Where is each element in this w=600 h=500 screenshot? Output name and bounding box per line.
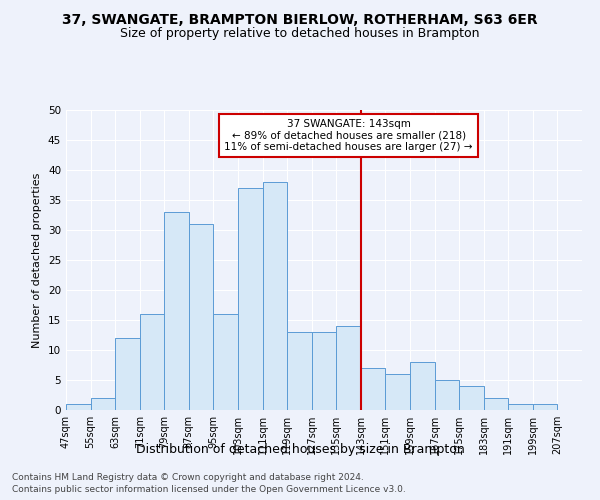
Bar: [140, 314, 164, 410]
Bar: [238, 188, 263, 410]
Bar: [91, 398, 115, 410]
Bar: [459, 386, 484, 410]
Bar: [287, 332, 312, 410]
Text: Contains public sector information licensed under the Open Government Licence v3: Contains public sector information licen…: [12, 485, 406, 494]
Bar: [66, 404, 91, 410]
Text: 37, SWANGATE, BRAMPTON BIERLOW, ROTHERHAM, S63 6ER: 37, SWANGATE, BRAMPTON BIERLOW, ROTHERHA…: [62, 12, 538, 26]
Bar: [533, 404, 557, 410]
Bar: [164, 212, 189, 410]
Bar: [484, 398, 508, 410]
Bar: [312, 332, 336, 410]
Y-axis label: Number of detached properties: Number of detached properties: [32, 172, 43, 348]
Text: Contains HM Land Registry data © Crown copyright and database right 2024.: Contains HM Land Registry data © Crown c…: [12, 472, 364, 482]
Text: 37 SWANGATE: 143sqm
← 89% of detached houses are smaller (218)
11% of semi-detac: 37 SWANGATE: 143sqm ← 89% of detached ho…: [224, 119, 473, 152]
Text: Size of property relative to detached houses in Brampton: Size of property relative to detached ho…: [120, 28, 480, 40]
Bar: [115, 338, 140, 410]
Bar: [508, 404, 533, 410]
Text: Distribution of detached houses by size in Brampton: Distribution of detached houses by size …: [136, 442, 464, 456]
Bar: [189, 224, 214, 410]
Bar: [263, 182, 287, 410]
Bar: [361, 368, 385, 410]
Bar: [434, 380, 459, 410]
Bar: [336, 326, 361, 410]
Bar: [385, 374, 410, 410]
Bar: [410, 362, 434, 410]
Bar: [214, 314, 238, 410]
